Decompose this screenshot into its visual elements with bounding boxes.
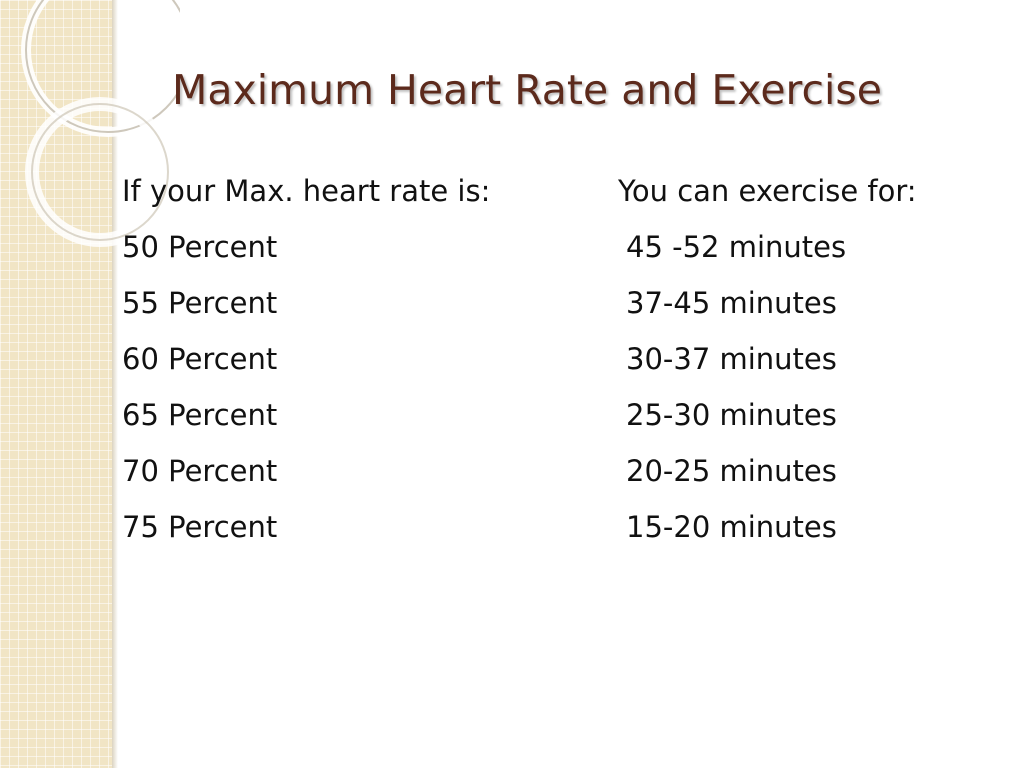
exercise-duration: 30-37 minutes [626,342,837,376]
table-row: 65 Percent 25-30 minutes [122,390,1002,446]
heart-rate-percent: 55 Percent [122,286,278,320]
decorative-rings [21,0,180,247]
exercise-duration: 45 -52 minutes [626,230,847,264]
slide-title: Maximum Heart Rate and Exercise [172,66,883,114]
side-band-edge [112,0,118,768]
ring-large [21,0,180,137]
ring-small-outline [31,103,169,241]
table-row: 75 Percent 15-20 minutes [122,502,1002,558]
table-header-row: If your Max. heart rate is: You can exer… [122,166,1002,222]
table-row: 55 Percent 37-45 minutes [122,278,1002,334]
heart-rate-percent: 60 Percent [122,342,278,376]
column-header-exercise-time: You can exercise for: [618,174,917,208]
heart-rate-percent: 70 Percent [122,454,278,488]
heart-rate-percent: 65 Percent [122,398,278,432]
heart-rate-table: If your Max. heart rate is: You can exer… [122,166,1002,558]
exercise-duration: 15-20 minutes [626,510,837,544]
table-row: 50 Percent 45 -52 minutes [122,222,1002,278]
exercise-duration: 25-30 minutes [626,398,837,432]
ring-large-outline [25,0,180,133]
column-header-max-heart-rate: If your Max. heart rate is: [122,174,491,208]
exercise-duration: 37-45 minutes [626,286,837,320]
heart-rate-percent: 50 Percent [122,230,278,264]
table-row: 60 Percent 30-37 minutes [122,334,1002,390]
table-row: 70 Percent 20-25 minutes [122,446,1002,502]
heart-rate-percent: 75 Percent [122,510,278,544]
exercise-duration: 20-25 minutes [626,454,837,488]
